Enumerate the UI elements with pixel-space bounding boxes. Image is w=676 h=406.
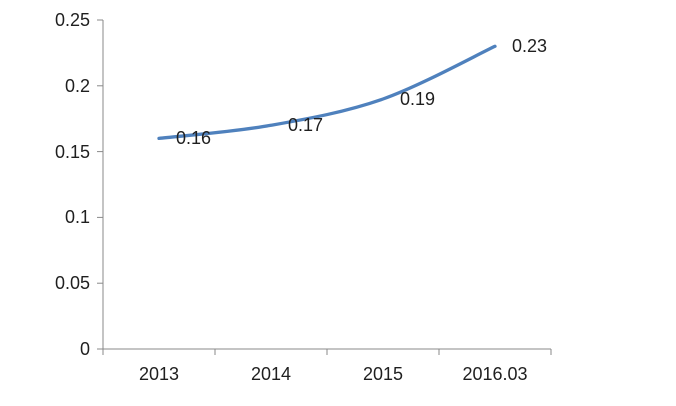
y-axis-tick-label: 0.1 (64, 207, 90, 228)
x-axis-category-label: 2016.03 (462, 364, 528, 384)
y-axis-tick-label: 0.25 (54, 10, 90, 30)
y-axis-tick-label: 0.15 (54, 141, 90, 162)
data-label: 0.19 (400, 88, 436, 109)
y-axis-tick-label: 0.05 (54, 273, 90, 294)
x-axis-category-label: 2015 (362, 364, 404, 384)
series-line (157, 44, 497, 141)
data-label: 0.23 (512, 36, 548, 57)
data-label: 0.16 (176, 128, 212, 149)
x-axis-ticks (102, 349, 552, 355)
y-axis-tick-label: 0 (79, 339, 90, 359)
x-axis-category-label: 2013 (138, 364, 180, 384)
data-label: 0.17 (288, 115, 324, 136)
x-axis-category-label: 2014 (250, 364, 292, 384)
y-axis-tick-label: 0.2 (64, 75, 90, 96)
y-axis-ticks (97, 19, 103, 350)
